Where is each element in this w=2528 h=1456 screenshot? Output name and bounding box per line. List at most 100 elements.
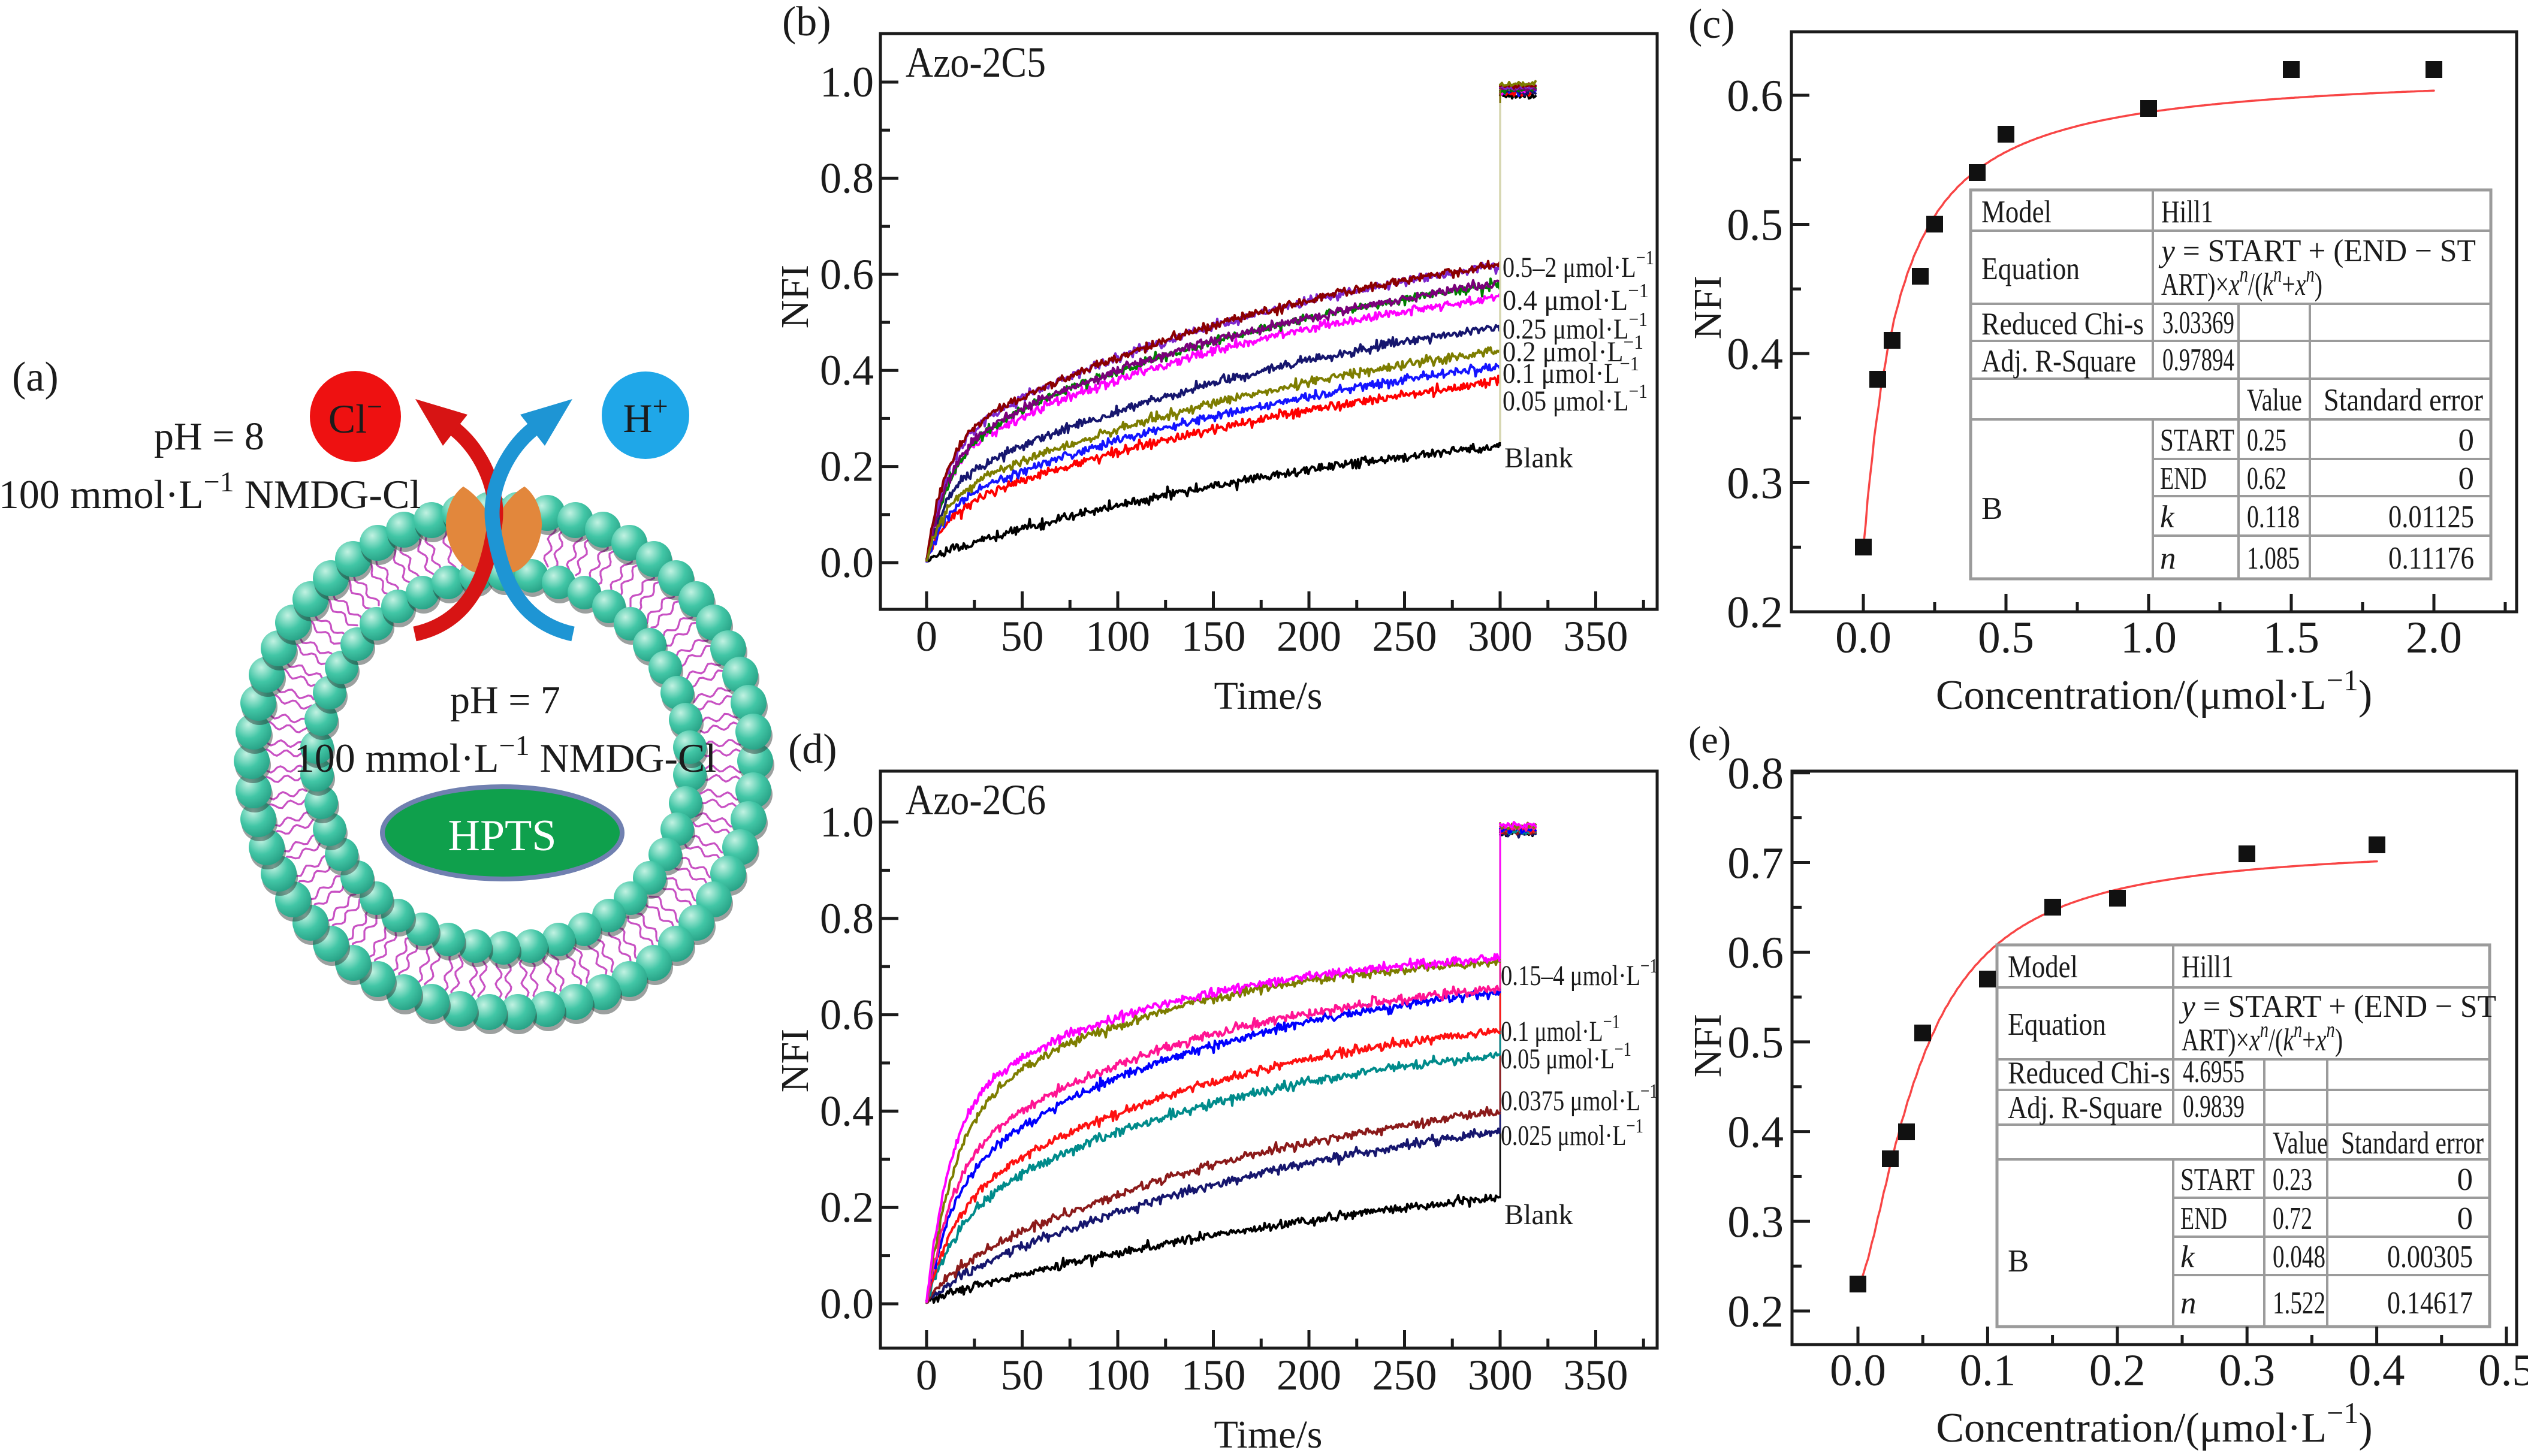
svg-text:0.0: 0.0 — [820, 539, 874, 587]
svg-text:200: 200 — [1277, 612, 1341, 660]
svg-text:0.4: 0.4 — [2349, 1346, 2405, 1395]
svg-text:0.6: 0.6 — [1727, 928, 1784, 978]
svg-text:350: 350 — [1564, 1351, 1628, 1399]
svg-text:0.14617: 0.14617 — [2387, 1286, 2473, 1321]
svg-text:0.97894: 0.97894 — [2162, 343, 2234, 377]
svg-text:START: START — [2180, 1162, 2255, 1197]
svg-text:250: 250 — [1372, 612, 1437, 660]
svg-text:(c): (c) — [1688, 1, 1735, 47]
svg-text:Reduced Chi-s: Reduced Chi-s — [2008, 1056, 2170, 1091]
svg-text:0.5: 0.5 — [1978, 613, 2034, 663]
svg-text:0.1 μmol·L−1: 0.1 μmol·L−1 — [1503, 353, 1639, 389]
svg-text:0.0: 0.0 — [820, 1280, 874, 1328]
svg-text:n: n — [2160, 541, 2176, 576]
svg-text:Equation: Equation — [1981, 252, 2080, 286]
svg-text:0.5: 0.5 — [2478, 1346, 2528, 1395]
svg-text:0.9839: 0.9839 — [2183, 1089, 2245, 1124]
svg-text:350: 350 — [1564, 612, 1628, 660]
svg-text:0.2: 0.2 — [2089, 1346, 2146, 1395]
svg-text:0.5–2 μmol·L−1: 0.5–2 μmol·L−1 — [1503, 247, 1654, 283]
svg-text:0: 0 — [916, 1351, 937, 1399]
svg-text:(a): (a) — [12, 354, 59, 400]
svg-text:1.0: 1.0 — [820, 798, 874, 846]
svg-text:0.15–4 μmol·L−1: 0.15–4 μmol·L−1 — [1501, 955, 1658, 992]
svg-text:0.1: 0.1 — [1960, 1346, 2016, 1395]
svg-text:END: END — [2180, 1201, 2227, 1236]
svg-text:Concentration/(μmol·L−1): Concentration/(μmol·L−1) — [1936, 1396, 2372, 1451]
svg-text:Value: Value — [2273, 1126, 2328, 1161]
svg-text:0.3: 0.3 — [2219, 1346, 2275, 1395]
svg-text:0.7: 0.7 — [1727, 839, 1784, 889]
svg-text:END: END — [2160, 461, 2207, 496]
svg-text:0.8: 0.8 — [820, 154, 874, 202]
svg-text:1.5: 1.5 — [2263, 613, 2319, 663]
svg-text:START: START — [2160, 423, 2234, 458]
svg-text:1.085: 1.085 — [2247, 541, 2300, 576]
svg-text:B: B — [1981, 491, 2002, 526]
svg-text:0.2: 0.2 — [1727, 588, 1783, 638]
svg-text:0.11176: 0.11176 — [2388, 541, 2474, 576]
svg-text:0.2: 0.2 — [820, 1183, 874, 1231]
svg-text:Time/s: Time/s — [1214, 1413, 1323, 1456]
svg-text:0.6: 0.6 — [1727, 71, 1783, 121]
svg-text:0.00305: 0.00305 — [2387, 1240, 2473, 1274]
svg-text:Hill1: Hill1 — [2182, 950, 2234, 984]
svg-text:Blank: Blank — [1504, 442, 1573, 474]
svg-text:pH = 7: pH = 7 — [450, 678, 560, 722]
svg-text:Adj. R-Square: Adj. R-Square — [1981, 344, 2136, 379]
svg-text:0: 0 — [916, 612, 937, 660]
svg-text:0.4 μmol·L−1: 0.4 μmol·L−1 — [1503, 280, 1649, 316]
svg-text:0.72: 0.72 — [2273, 1201, 2312, 1236]
svg-text:50: 50 — [1001, 1351, 1044, 1399]
svg-text:Azo-2C5: Azo-2C5 — [906, 38, 1046, 86]
svg-text:NFI: NFI — [773, 1029, 817, 1092]
svg-text:B: B — [2008, 1244, 2029, 1279]
svg-text:0.2: 0.2 — [1727, 1287, 1784, 1337]
svg-text:k: k — [2180, 1240, 2195, 1274]
svg-text:NFI: NFI — [773, 265, 817, 328]
svg-text:Model: Model — [2008, 950, 2078, 984]
svg-text:Equation: Equation — [2008, 1007, 2106, 1042]
svg-text:Azo-2C6: Azo-2C6 — [906, 776, 1046, 824]
svg-text:0.25: 0.25 — [2247, 423, 2286, 458]
svg-text:0: 0 — [2457, 1201, 2473, 1236]
svg-text:250: 250 — [1372, 1351, 1437, 1399]
svg-text:Standard error: Standard error — [2324, 383, 2483, 418]
svg-text:2.0: 2.0 — [2406, 613, 2462, 663]
svg-text:H+: H+ — [623, 391, 668, 441]
svg-text:Model: Model — [1981, 195, 2052, 229]
svg-text:Time/s: Time/s — [1214, 674, 1323, 718]
svg-text:0.23: 0.23 — [2273, 1162, 2312, 1197]
svg-text:0: 0 — [2458, 461, 2475, 496]
svg-text:150: 150 — [1181, 612, 1246, 660]
svg-text:pH = 8: pH = 8 — [154, 415, 264, 458]
svg-text:HPTS: HPTS — [448, 811, 557, 860]
svg-text:Standard error: Standard error — [2341, 1126, 2484, 1161]
svg-text:Reduced Chi-s: Reduced Chi-s — [1981, 307, 2144, 342]
svg-text:Hill1: Hill1 — [2161, 195, 2213, 229]
svg-text:(b): (b) — [782, 0, 831, 45]
svg-text:0.25 μmol·L−1: 0.25 μmol·L−1 — [1503, 309, 1648, 345]
svg-text:50: 50 — [1001, 612, 1044, 660]
svg-text:0.4: 0.4 — [1727, 1108, 1784, 1158]
svg-text:300: 300 — [1468, 1351, 1533, 1399]
svg-text:n: n — [2180, 1286, 2197, 1321]
svg-text:0.5: 0.5 — [1727, 201, 1783, 250]
svg-text:0.0: 0.0 — [1835, 613, 1892, 663]
svg-text:0.4: 0.4 — [820, 346, 874, 394]
svg-text:Value: Value — [2247, 383, 2302, 418]
svg-text:0: 0 — [2458, 423, 2475, 458]
svg-text:0.62: 0.62 — [2247, 461, 2286, 496]
svg-text:0.2 μmol·L−1: 0.2 μmol·L−1 — [1503, 331, 1643, 368]
svg-text:0.0375 μmol·L−1: 0.0375 μmol·L−1 — [1501, 1080, 1658, 1117]
svg-text:0.05 μmol·L−1: 0.05 μmol·L−1 — [1503, 380, 1648, 417]
svg-text:Blank: Blank — [1504, 1199, 1573, 1231]
svg-text:y = START + (END − ST: y = START + (END − ST — [2158, 234, 2476, 268]
svg-text:100: 100 — [1085, 612, 1150, 660]
svg-text:NFI: NFI — [1686, 1014, 1730, 1077]
svg-text:1.522: 1.522 — [2273, 1286, 2325, 1321]
svg-text:0.05 μmol·L−1: 0.05 μmol·L−1 — [1501, 1038, 1631, 1075]
svg-text:0.6: 0.6 — [820, 991, 874, 1039]
svg-text:0.025 μmol·L−1: 0.025 μmol·L−1 — [1501, 1115, 1643, 1152]
svg-text:(e): (e) — [1688, 718, 1731, 761]
